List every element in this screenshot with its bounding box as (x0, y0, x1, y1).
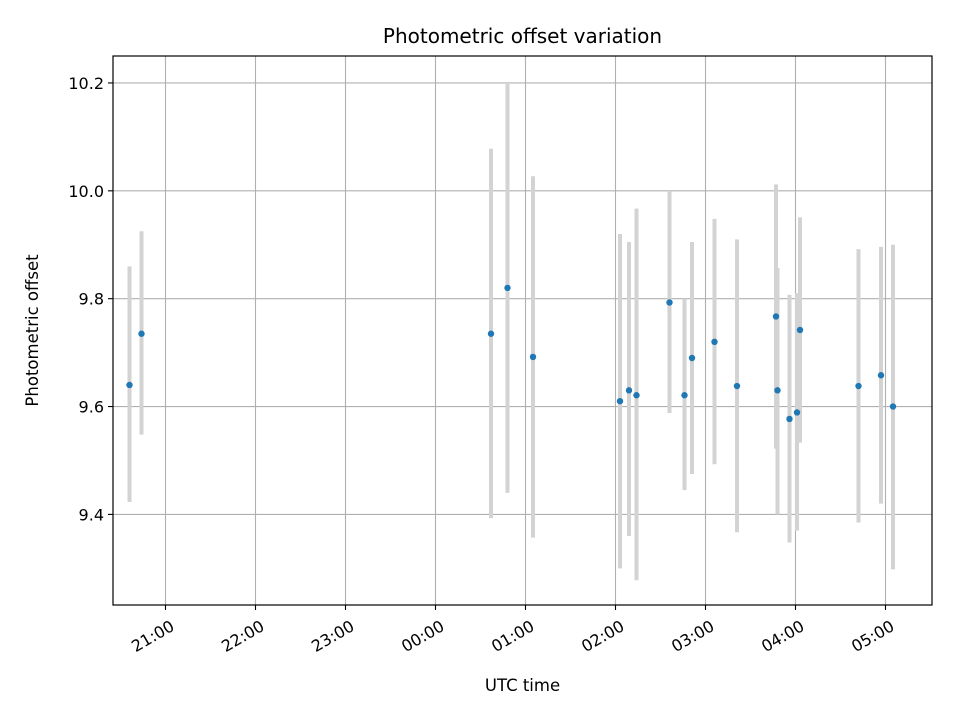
data-point (855, 382, 862, 390)
data-point (796, 326, 804, 334)
data-point (793, 409, 801, 416)
y-tick-label: 9.8 (79, 290, 104, 309)
data-points (126, 284, 897, 423)
y-axis-label: Photometric offset (23, 254, 42, 407)
data-point (625, 387, 633, 394)
data-point (688, 354, 696, 362)
data-point (504, 284, 511, 292)
plot-frame (112, 55, 933, 606)
x-axis-label: UTC time (485, 676, 560, 695)
data-point (786, 415, 793, 423)
chart-title: Photometric offset variation (383, 24, 662, 48)
data-point (711, 338, 718, 346)
data-point (733, 382, 741, 390)
data-point (633, 392, 640, 399)
data-point (138, 330, 145, 337)
grid (113, 56, 932, 605)
data-point (487, 330, 495, 337)
data-point (126, 381, 133, 389)
data-point (774, 387, 781, 394)
y-tick-label: 10.2 (68, 74, 104, 93)
data-point (666, 299, 673, 306)
data-point (616, 397, 624, 405)
data-point (772, 313, 780, 320)
y-axis-ticks: 9.4 9.6 9.8 10.0 10.2 (68, 74, 113, 524)
y-tick-label: 9.6 (79, 398, 104, 417)
data-point (529, 353, 537, 361)
data-point (877, 372, 885, 379)
data-point (889, 403, 897, 410)
y-tick-label: 10.0 (68, 182, 104, 201)
data-point (681, 392, 688, 399)
y-tick-label: 9.4 (79, 505, 104, 524)
